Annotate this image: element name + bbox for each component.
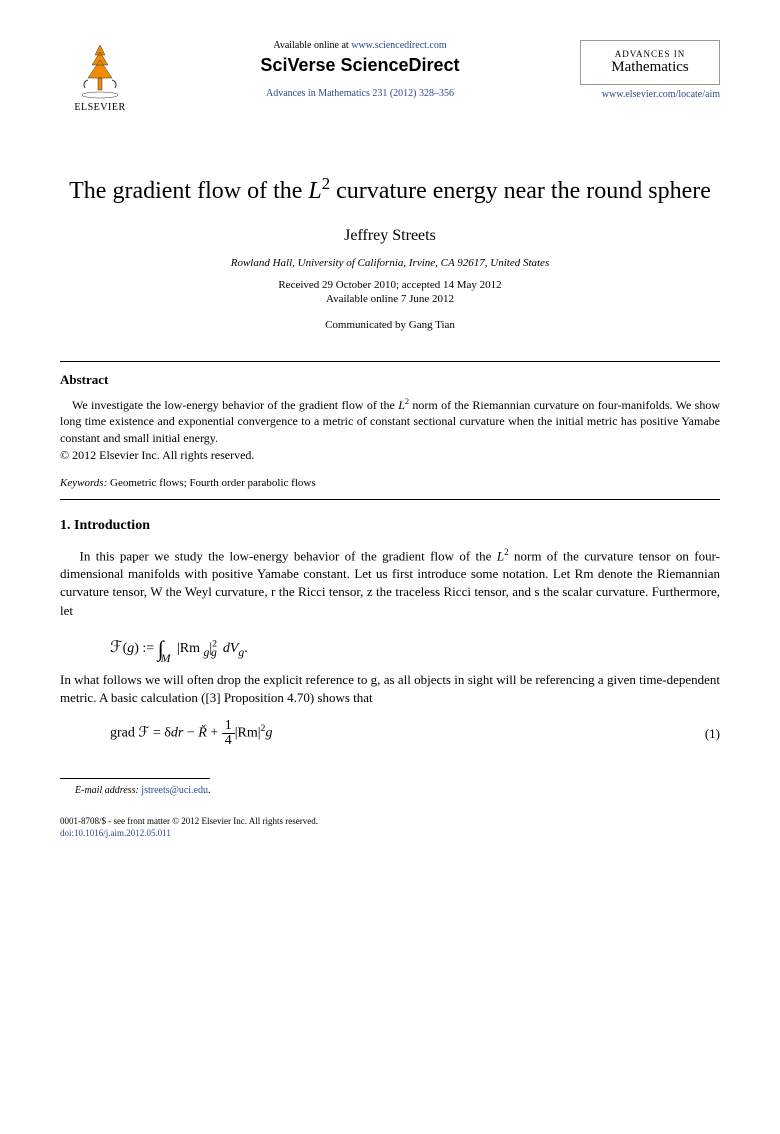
title-pre: The gradient flow of the xyxy=(69,178,308,204)
equation-2: grad ℱ = δdr − Ř + 14|Rm|2g xyxy=(60,719,705,748)
title-math-var: L xyxy=(308,178,321,204)
email-label: E-mail address: xyxy=(75,785,141,796)
separator-bottom xyxy=(60,499,720,500)
journal-cover-box: ADVANCES IN Mathematics xyxy=(580,40,720,85)
keywords-text: Geometric flows; Fourth order parabolic … xyxy=(110,477,316,489)
elsevier-tree-icon xyxy=(70,40,130,100)
elsevier-label: ELSEVIER xyxy=(74,102,125,113)
separator-top xyxy=(60,361,720,362)
author-name: Jeffrey Streets xyxy=(60,227,720,245)
section-1-heading: 1. Introduction xyxy=(60,518,720,534)
title-math-sup: 2 xyxy=(322,174,330,193)
keywords-label: Keywords: xyxy=(60,477,110,489)
title-post: curvature energy near the round sphere xyxy=(330,178,711,204)
equation-1-row: ℱ(g) := ∫M |Rm g|2gdVg. xyxy=(60,632,720,659)
article-title: The gradient flow of the L2 curvature en… xyxy=(60,173,720,207)
sciencedirect-link[interactable]: www.sciencedirect.com xyxy=(351,40,446,51)
available-online-date: Available online 7 June 2012 xyxy=(60,293,720,305)
elsevier-logo: ELSEVIER xyxy=(60,40,140,113)
page-header: ELSEVIER Available online at www.science… xyxy=(60,40,720,113)
para1-pre: In this paper we study the low-energy be… xyxy=(80,548,497,563)
abstract-text: We investigate the low-energy behavior o… xyxy=(60,396,720,446)
doi-link[interactable]: doi:10.1016/j.aim.2012.05.011 xyxy=(60,828,171,838)
received-accepted: Received 29 October 2010; accepted 14 Ma… xyxy=(60,279,720,291)
journal-box-top: ADVANCES IN xyxy=(593,49,707,59)
center-header: Available online at www.sciencedirect.co… xyxy=(140,40,580,99)
abstract-heading: Abstract xyxy=(60,372,720,388)
page-footer: 0001-8708/$ - see front matter © 2012 El… xyxy=(60,816,720,839)
equation-2-number: (1) xyxy=(705,726,720,742)
journal-box-wrapper: ADVANCES IN Mathematics www.elsevier.com… xyxy=(580,40,720,100)
abstract-body: We investigate the low-energy behavior o… xyxy=(60,398,720,444)
locate-link[interactable]: www.elsevier.com/locate/aim xyxy=(580,89,720,100)
email-footnote: E-mail address: jstreets@uci.edu. xyxy=(60,785,720,796)
equation-1: ℱ(g) := ∫M |Rm g|2gdVg. xyxy=(60,632,720,659)
footer-front-matter: 0001-8708/$ - see front matter © 2012 El… xyxy=(60,816,720,828)
keywords: Keywords: Geometric flows; Fourth order … xyxy=(60,477,720,489)
communicated-by: Communicated by Gang Tian xyxy=(60,319,720,331)
author-affiliation: Rowland Hall, University of California, … xyxy=(60,257,720,269)
equation-2-row: grad ℱ = δdr − Ř + 14|Rm|2g (1) xyxy=(60,719,720,748)
intro-para-2: In what follows we will often drop the e… xyxy=(60,671,720,707)
journal-box-name: Mathematics xyxy=(593,59,707,76)
footnote-separator xyxy=(60,778,210,779)
email-link[interactable]: jstreets@uci.edu xyxy=(141,785,208,796)
available-pre: Available online at xyxy=(273,40,351,51)
email-suffix: . xyxy=(208,785,211,796)
abstract-copyright: © 2012 Elsevier Inc. All rights reserved… xyxy=(60,448,720,463)
sciverse-logo: SciVerse ScienceDirect xyxy=(140,55,580,76)
citation-link[interactable]: Advances in Mathematics 231 (2012) 328–3… xyxy=(140,88,580,99)
available-online-text: Available online at www.sciencedirect.co… xyxy=(140,40,580,51)
intro-para-1: In this paper we study the low-energy be… xyxy=(60,546,720,620)
